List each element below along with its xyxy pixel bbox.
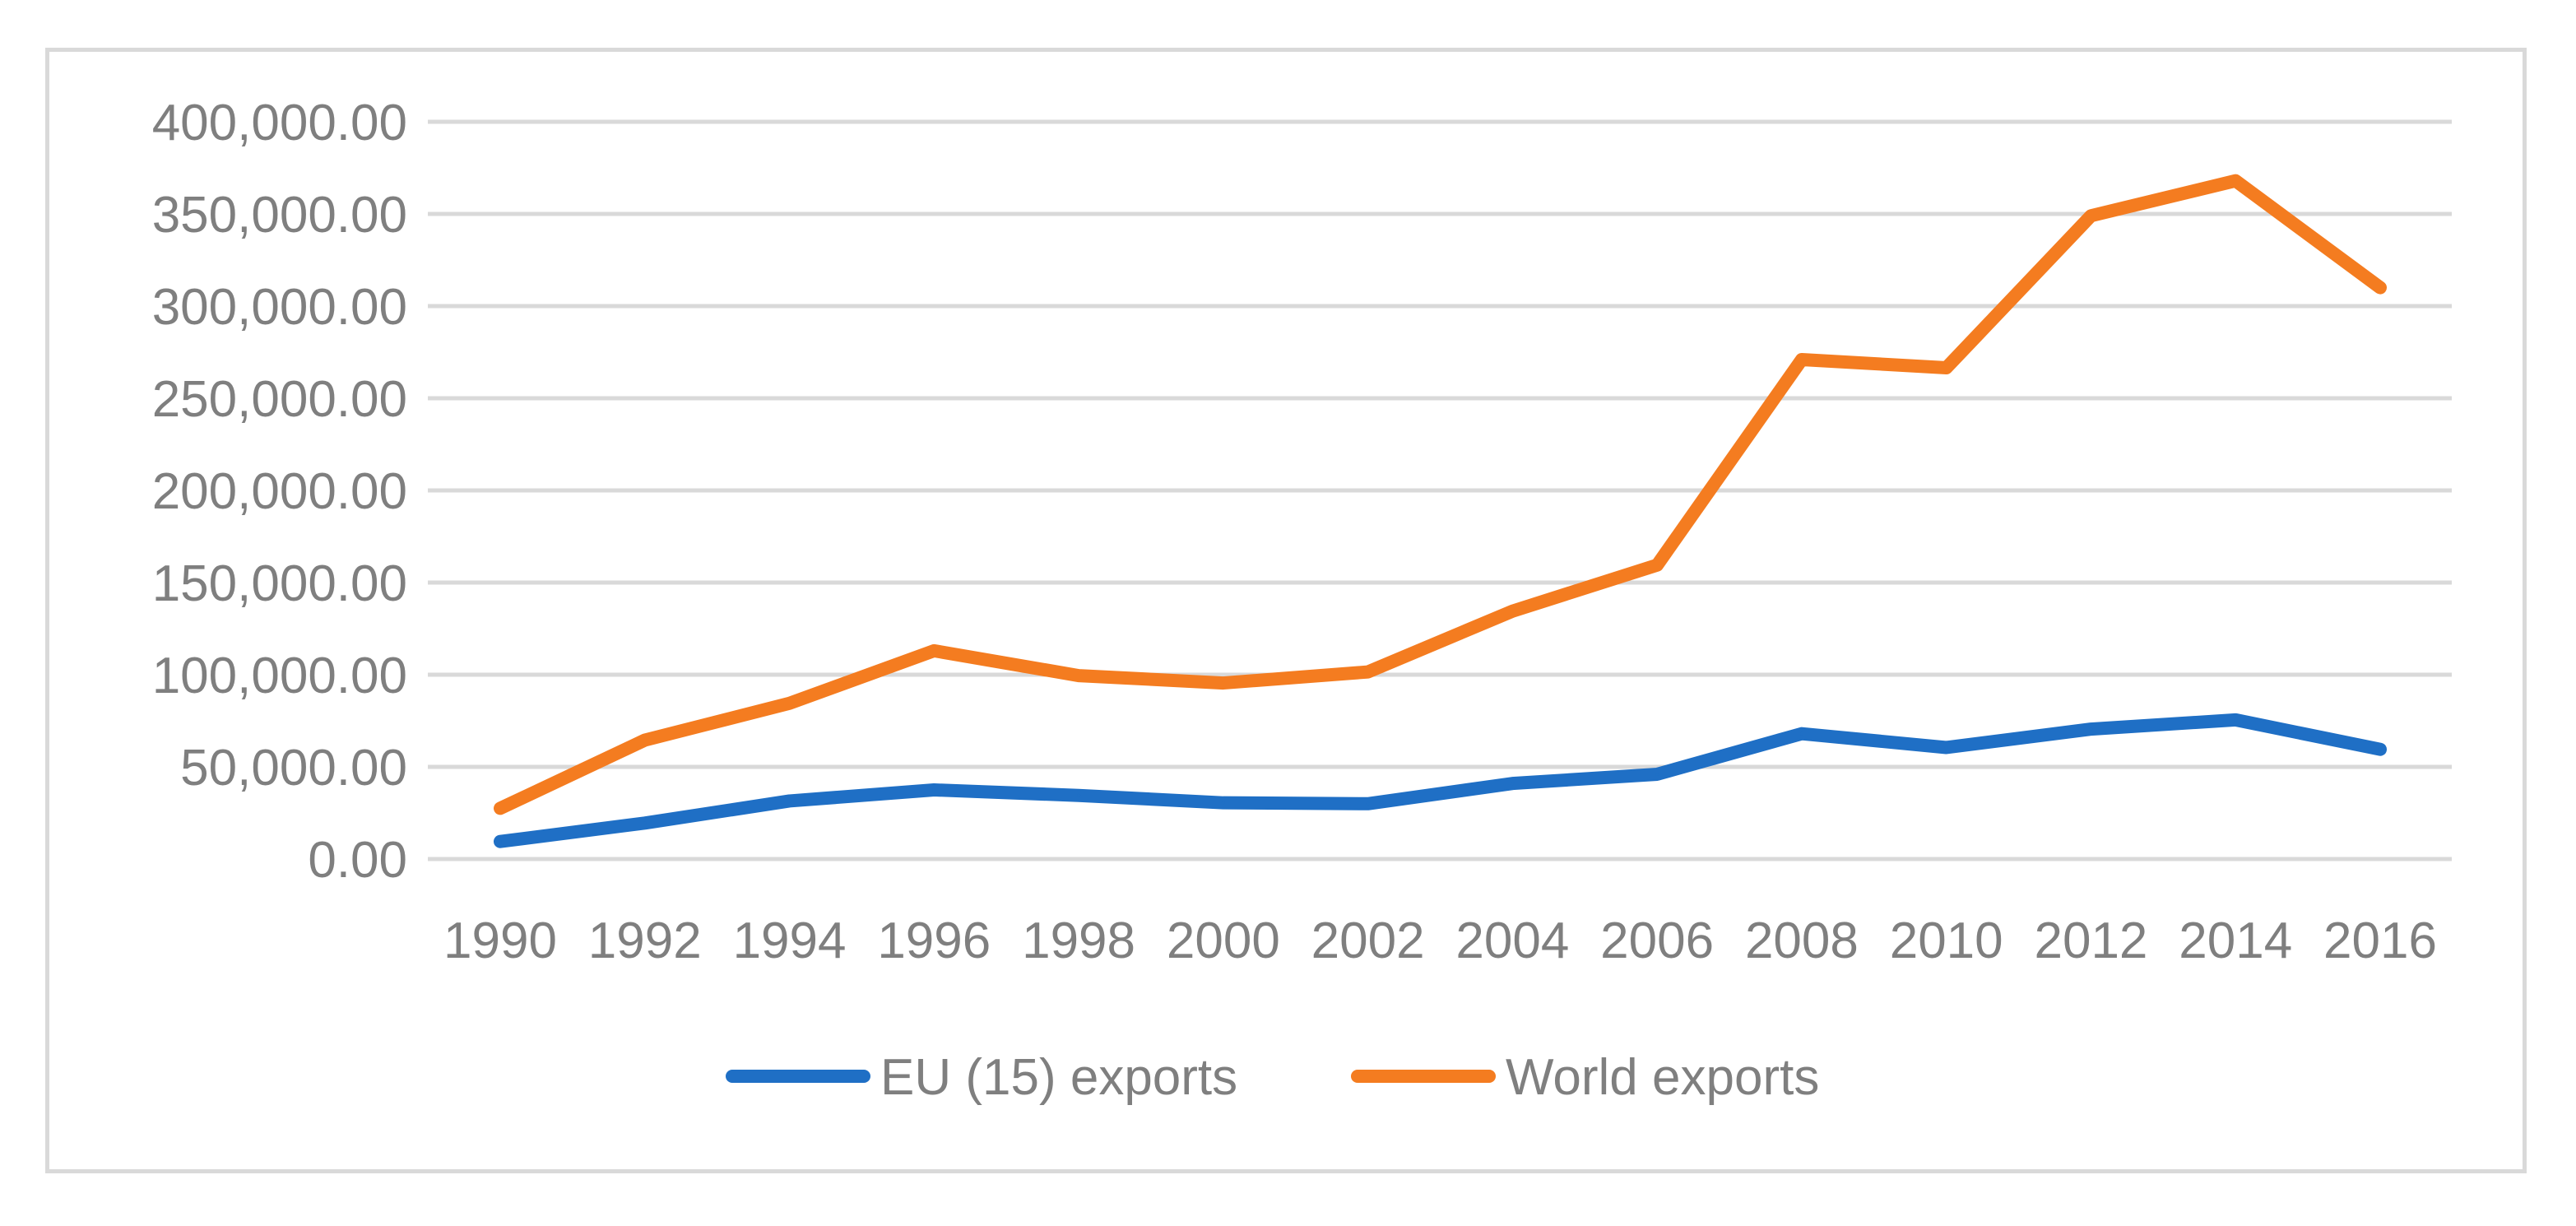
data-point (643, 738, 647, 742)
y-tick-label: 200,000.00 (152, 463, 407, 520)
x-tick-label: 2002 (1311, 913, 1425, 969)
x-tick-label: 2004 (1455, 913, 1569, 969)
x-tick-label: 1990 (443, 913, 557, 969)
data-point (787, 701, 791, 705)
series-lines (494, 174, 2387, 848)
data-point (932, 648, 936, 652)
x-tick-label: 1994 (733, 913, 847, 969)
x-tick-label: 2010 (1890, 913, 2003, 969)
data-point (2379, 747, 2382, 751)
legend: EU (15) exports World exports (726, 1049, 1819, 1106)
gridlines (428, 119, 2452, 861)
legend-label: EU (15) exports (880, 1049, 1237, 1106)
data-point (1366, 670, 1370, 674)
x-tick-label: 2008 (1745, 913, 1859, 969)
data-point (1077, 674, 1081, 678)
data-point (2379, 286, 2382, 290)
x-tick-label: 2000 (1167, 913, 1280, 969)
data-point (1077, 793, 1081, 797)
x-tick-label: 2012 (2034, 913, 2147, 969)
data-point (1944, 366, 1948, 370)
y-tick-label: 150,000.00 (152, 555, 407, 612)
series-line-eu-15-exports (494, 713, 2387, 848)
y-tick-label: 400,000.00 (152, 95, 407, 151)
data-point (2234, 179, 2238, 183)
data-point (1799, 731, 1803, 736)
data-point (1944, 745, 1948, 750)
data-point (643, 821, 647, 825)
data-point (1511, 609, 1515, 613)
y-tick-label: 300,000.00 (152, 279, 407, 336)
data-point (1655, 772, 1659, 776)
data-point (499, 839, 502, 843)
x-tick-label: 1998 (1022, 913, 1135, 969)
data-point (1799, 357, 1803, 361)
data-point (1511, 782, 1515, 786)
x-tick-label: 2014 (2179, 913, 2292, 969)
y-tick-label: 350,000.00 (152, 187, 407, 244)
chart-frame (45, 48, 2527, 1173)
y-axis-tick-labels: 0.00 50,000.00 100,000.00 150,000.00 200,000… (152, 95, 407, 889)
x-axis-tick-labels: 1990 1992 1994 1996 1998 2000 2002 2004 2006 2008… (443, 913, 2437, 969)
data-point (932, 788, 936, 792)
y-tick-label: 50,000.00 (180, 740, 407, 796)
data-point (1366, 801, 1370, 806)
data-point (2089, 214, 2093, 218)
data-point (1655, 563, 1659, 567)
legend-label: World exports (1506, 1049, 1819, 1106)
y-tick-label: 0.00 (308, 832, 407, 889)
data-point (2089, 727, 2093, 731)
data-point (1221, 681, 1225, 685)
series-line-world-exports (494, 174, 2387, 815)
y-tick-label: 250,000.00 (152, 371, 407, 428)
data-point (787, 799, 791, 803)
x-tick-label: 1992 (588, 913, 702, 969)
data-point (499, 806, 502, 810)
x-tick-label: 2016 (2323, 913, 2437, 969)
data-point (1221, 801, 1225, 805)
x-tick-label: 2006 (1600, 913, 1714, 969)
y-tick-label: 100,000.00 (152, 648, 407, 704)
x-tick-label: 1996 (877, 913, 991, 969)
data-point (2234, 717, 2238, 722)
